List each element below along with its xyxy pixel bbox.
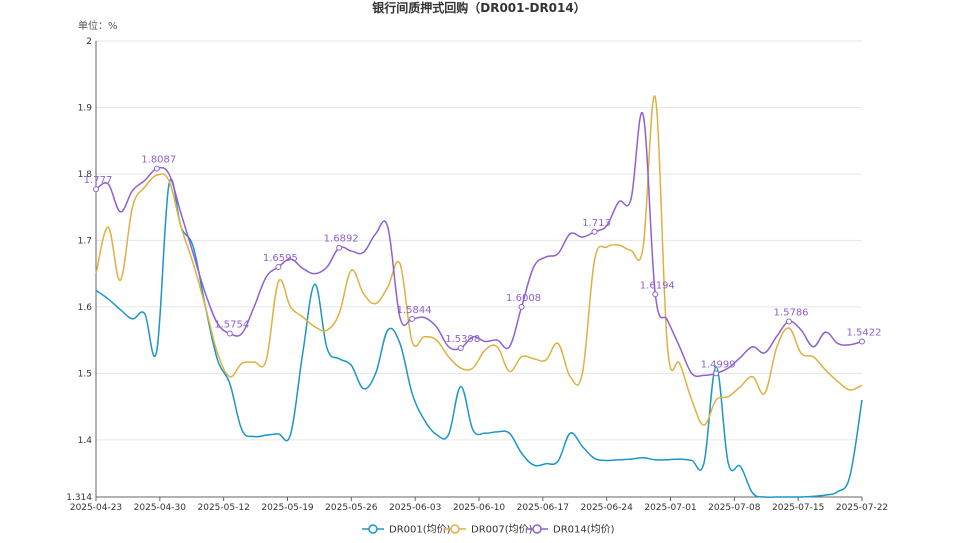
x-tick-label: 2025-07-08 bbox=[708, 503, 761, 513]
x-tick-label: 2025-06-24 bbox=[581, 503, 634, 513]
x-tick-label: 2025-05-12 bbox=[198, 503, 250, 513]
x-tick-label: 2025-07-15 bbox=[772, 503, 824, 513]
data-label-marker bbox=[786, 318, 793, 325]
chart-title: 银行间质押式回购（DR001-DR014） bbox=[372, 0, 585, 15]
data-label: 1.6892 bbox=[324, 234, 359, 245]
x-axis: 2025-04-23 2025-04-30 2025-05-12 2025-05-19… bbox=[70, 496, 888, 513]
legend-swatch-marker bbox=[450, 524, 460, 534]
series-line-2 bbox=[95, 111, 863, 378]
x-tick-label: 2025-06-03 bbox=[389, 503, 441, 513]
y-tick-label: 1.4 bbox=[78, 436, 93, 446]
data-label: 1.5786 bbox=[774, 308, 809, 319]
data-label-marker bbox=[457, 345, 464, 352]
y-tick-label: 1.314 bbox=[66, 493, 92, 503]
legend-item-2[interactable]: DR014(均价) bbox=[526, 524, 615, 536]
y-tick-label: 1.5 bbox=[78, 369, 92, 379]
data-label: 1.4999 bbox=[701, 359, 736, 370]
x-tick-label: 2025-04-30 bbox=[134, 503, 187, 513]
legend[interactable]: DR001(均价) DR007(均价) DR014(均价) bbox=[362, 524, 615, 536]
data-label: 1.713 bbox=[582, 218, 611, 229]
data-label: 1.5398 bbox=[445, 334, 480, 345]
series-line-0 bbox=[95, 178, 863, 499]
x-tick-label: 2025-06-17 bbox=[517, 503, 569, 513]
data-label: 1.8087 bbox=[141, 155, 176, 166]
legend-label: DR014(均价) bbox=[553, 524, 615, 536]
data-label: 1.5422 bbox=[847, 327, 882, 338]
x-tick-label: 2025-05-26 bbox=[325, 503, 378, 513]
x-tick-label: 2025-07-01 bbox=[644, 503, 696, 513]
data-label: 1.5754 bbox=[214, 319, 249, 330]
unit-label: 单位：% bbox=[78, 19, 118, 32]
data-label-marker bbox=[93, 186, 99, 193]
data-label-marker bbox=[336, 244, 343, 251]
series-layer bbox=[95, 95, 863, 499]
series-line-1 bbox=[95, 95, 863, 426]
data-label-marker bbox=[591, 228, 598, 235]
data-label: 1.6194 bbox=[640, 280, 675, 291]
data-label-marker bbox=[652, 291, 659, 298]
data-label: 1.777 bbox=[84, 175, 113, 186]
data-label-marker bbox=[859, 338, 865, 345]
data-label: 1.6595 bbox=[263, 253, 298, 264]
legend-label: DR001(均价) bbox=[389, 524, 451, 536]
grid bbox=[96, 40, 862, 498]
y-tick-label: 1.8 bbox=[78, 170, 93, 180]
y-tick-label: 2 bbox=[86, 37, 92, 47]
legend-item-1[interactable]: DR007(均价) bbox=[444, 524, 533, 536]
y-tick-label: 1.9 bbox=[78, 103, 93, 113]
x-tick-label: 2025-07-22 bbox=[836, 503, 888, 513]
data-label-marker bbox=[226, 330, 233, 337]
data-label: 1.5844 bbox=[397, 305, 432, 316]
x-tick-label: 2025-04-23 bbox=[70, 503, 122, 513]
y-tick-label: 1.6 bbox=[78, 303, 93, 313]
data-label-marker bbox=[713, 370, 720, 377]
data-label-marker bbox=[518, 303, 525, 310]
x-tick-label: 2025-06-10 bbox=[453, 503, 506, 513]
data-label-marker bbox=[409, 315, 416, 322]
legend-item-0[interactable]: DR001(均价) bbox=[362, 524, 451, 536]
data-label: 1.6008 bbox=[506, 293, 541, 304]
legend-swatch-marker bbox=[532, 524, 542, 534]
data-labels: 1.777 1.8087 1.5754 1.6595 1.6892 1.5844 1.539… bbox=[84, 155, 882, 377]
x-tick-label: 2025-05-19 bbox=[261, 503, 314, 513]
y-tick-label: 1.7 bbox=[78, 236, 92, 246]
legend-swatch-marker bbox=[368, 524, 378, 534]
legend-label: DR007(均价) bbox=[471, 524, 533, 536]
data-label-marker bbox=[275, 264, 282, 271]
data-label-marker bbox=[153, 165, 160, 172]
y-axis: 1.314 1.4 1.5 1.6 1.7 1.8 1.9 2 bbox=[66, 37, 97, 503]
